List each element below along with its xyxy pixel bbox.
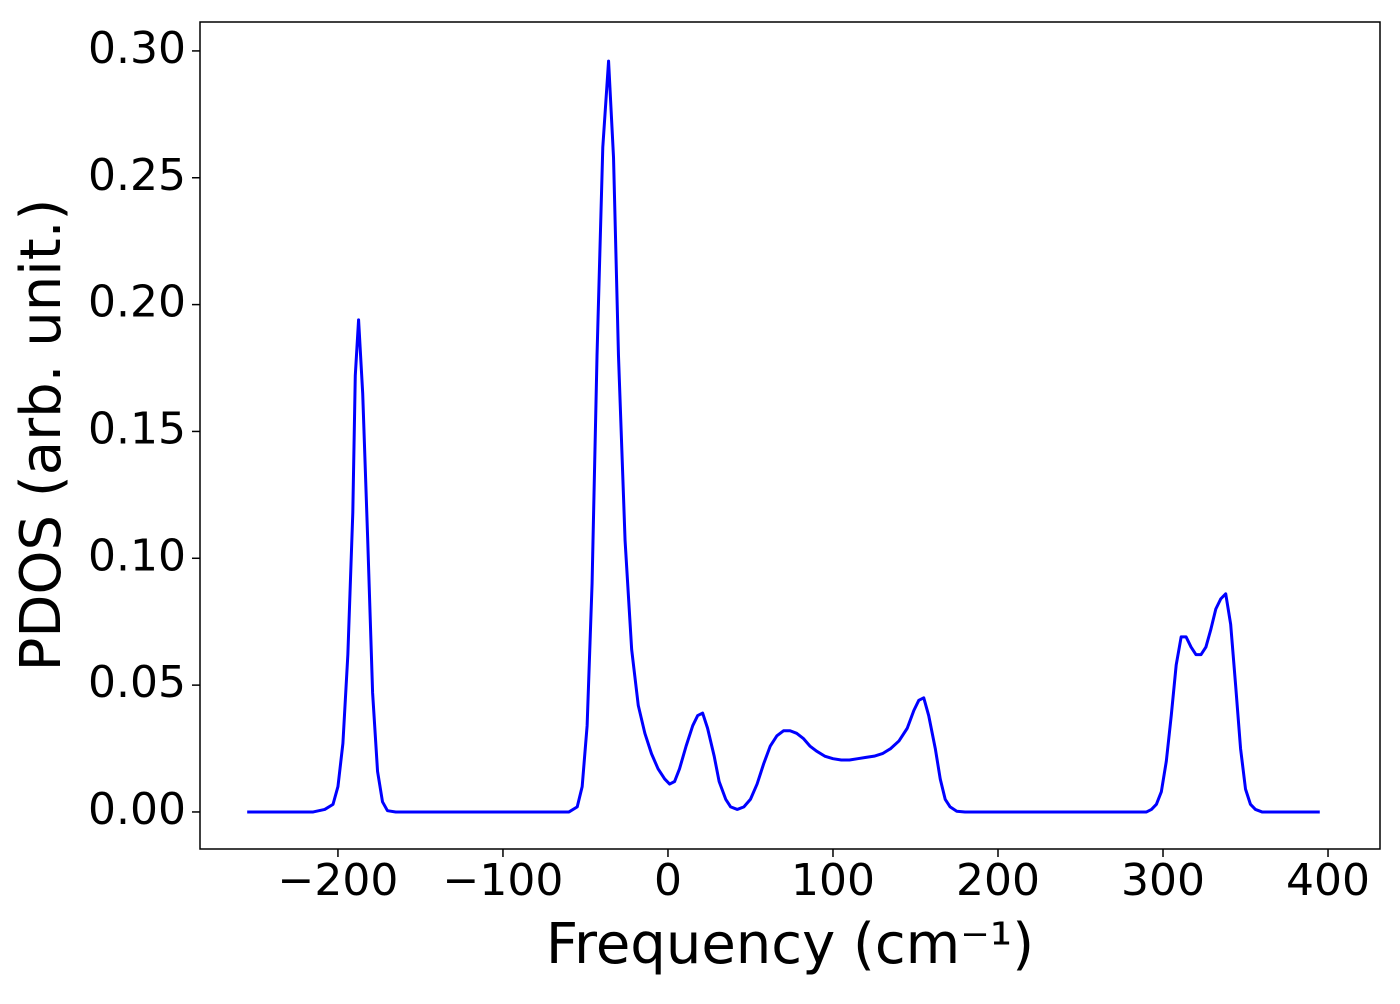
y-tick-label: 0.05 <box>88 657 186 708</box>
x-tick-label: −100 <box>443 855 564 906</box>
x-axis-label: Frequency (cm⁻¹) <box>546 912 1034 977</box>
x-tick-label: 0 <box>654 855 682 906</box>
y-tick-label: 0.00 <box>88 784 186 835</box>
y-tick-label: 0.30 <box>88 23 186 74</box>
x-tick-label: −200 <box>278 855 399 906</box>
y-tick-label: 0.15 <box>88 403 186 454</box>
y-tick-label: 0.20 <box>88 277 186 328</box>
y-tick-label: 0.25 <box>88 150 186 201</box>
y-axis-label: PDOS (arb. unit.) <box>9 199 74 672</box>
x-tick-label: 100 <box>791 855 875 906</box>
plot-frame <box>199 21 1381 850</box>
x-tick-label: 300 <box>1121 855 1205 906</box>
x-tick-label: 400 <box>1286 855 1370 906</box>
x-tick-label: 200 <box>956 855 1040 906</box>
y-tick-label: 0.10 <box>88 530 186 581</box>
data-line <box>247 59 1320 814</box>
